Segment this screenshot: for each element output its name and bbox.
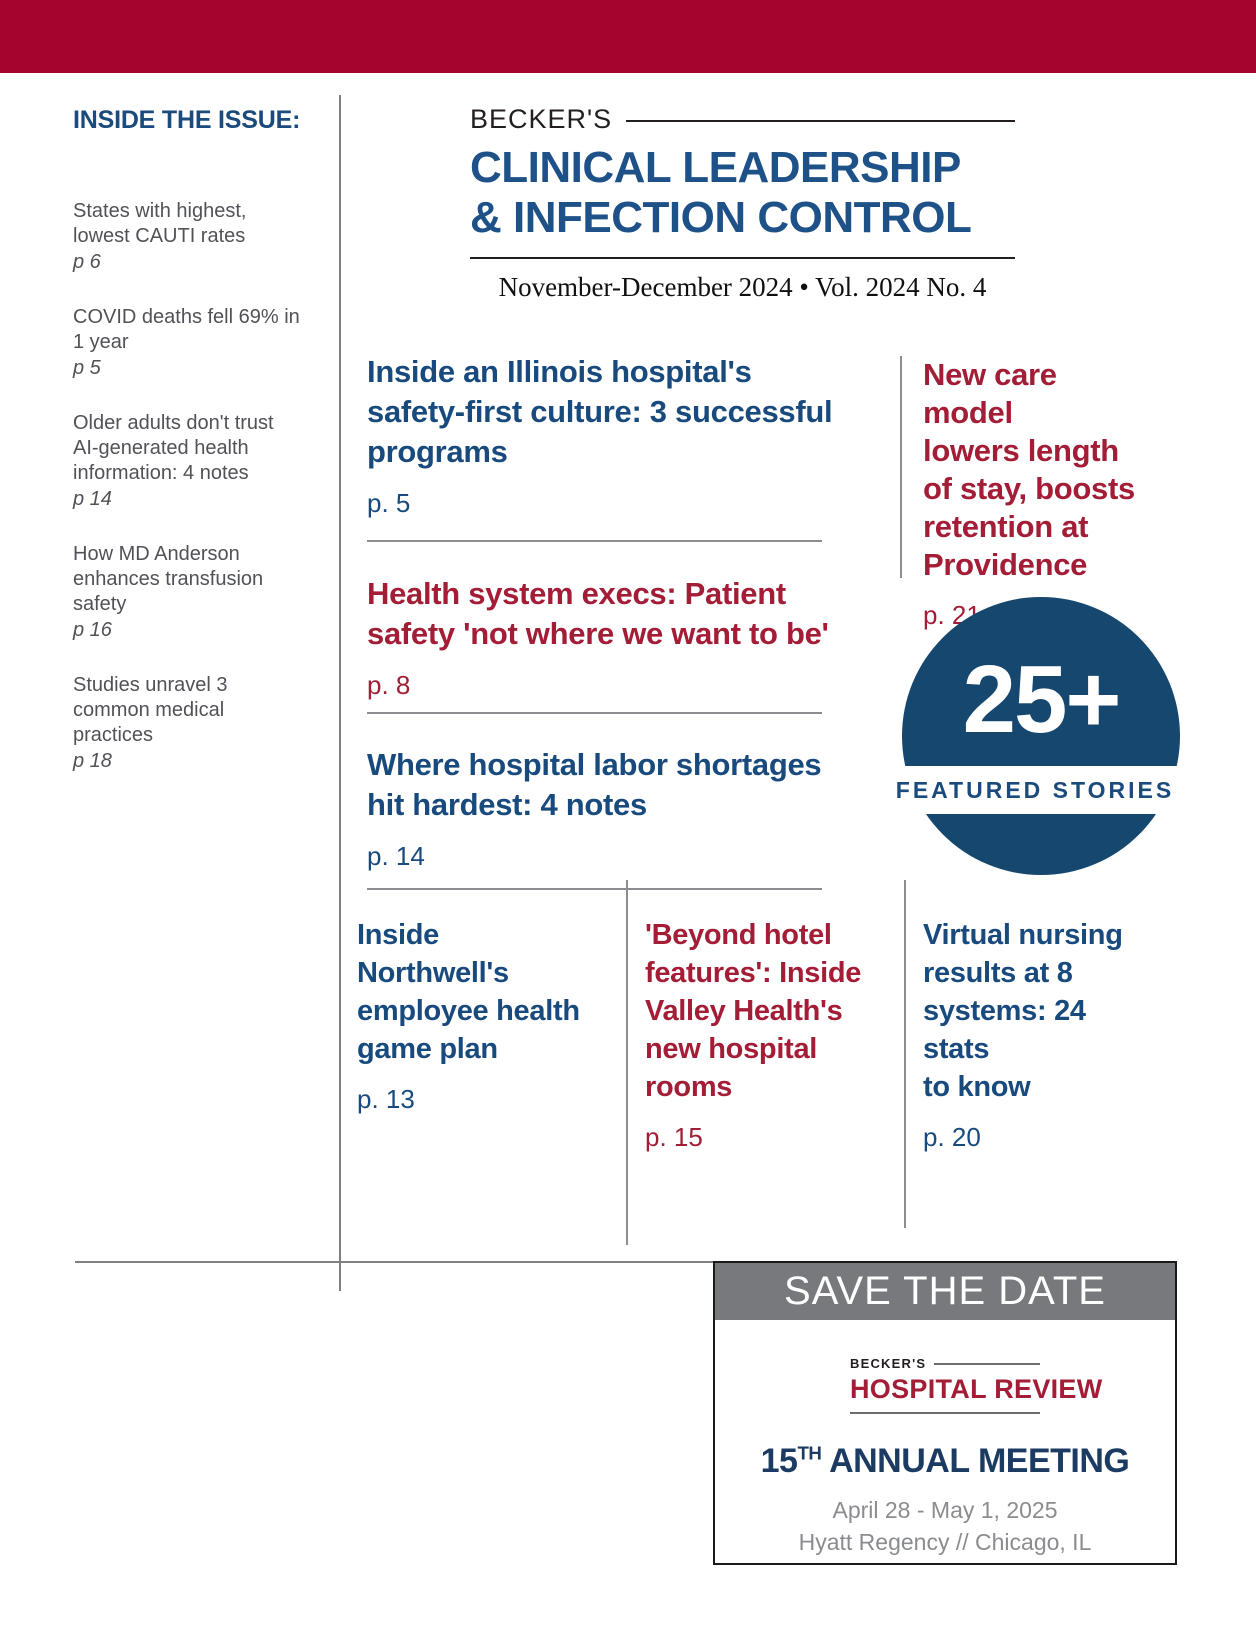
masthead-rule — [470, 257, 1015, 259]
story-headline: 'Beyond hotel features': Inside Valley H… — [645, 919, 862, 1103]
annual-meeting-title: 15TH ANNUAL MEETING — [715, 1442, 1175, 1481]
save-the-date-box: SAVE THE DATE BECKER'S HOSPITAL REVIEW 1… — [713, 1261, 1177, 1565]
save-the-date-title: SAVE THE DATE — [784, 1269, 1106, 1313]
featured-stories-label: FEATURED STORIES — [895, 776, 1175, 803]
sidebar-item-title: COVID deaths fell 69% in 1 year — [73, 306, 300, 353]
hospital-review-brand-main: HOSPITAL REVIEW — [850, 1374, 1103, 1404]
sidebar-item-page: p 16 — [73, 619, 112, 641]
masthead-title: CLINICAL LEADERSHIP & INFECTION CONTROL — [470, 143, 1015, 243]
sidebar-item: States with highest, lowest CAUTI rates … — [73, 199, 313, 275]
story-headline: Inside Northwell's employee health game … — [357, 919, 580, 1065]
meeting-ordinal-suffix: TH — [797, 1442, 822, 1464]
story-labor-shortages: Where hospital labor shortages hit harde… — [367, 745, 852, 872]
hospital-review-brand-top: BECKER'S — [850, 1356, 927, 1371]
masthead: BECKER'S CLINICAL LEADERSHIP & INFECTION… — [470, 104, 1015, 303]
story-separator — [367, 888, 822, 890]
sidebar-item-page: p 14 — [73, 488, 112, 510]
save-the-date-header-bar: SAVE THE DATE — [715, 1263, 1175, 1320]
story-page-ref: p. 14 — [367, 841, 425, 871]
inside-the-issue-sidebar: INSIDE THE ISSUE: States with highest, l… — [73, 106, 313, 774]
meeting-dates: April 28 - May 1, 2025 — [832, 1497, 1058, 1523]
sidebar-heading: INSIDE THE ISSUE: — [73, 106, 301, 134]
hospital-review-logo-rule-bottom — [850, 1412, 1040, 1414]
masthead-brand-row: BECKER'S — [470, 104, 1015, 135]
featured-stories-band: FEATURED STORIES — [880, 766, 1190, 814]
issue-date-line: November-December 2024 • Vol. 2024 No. 4 — [498, 272, 987, 302]
sidebar-item-title: Older adults don't trust AI-generated he… — [73, 412, 274, 484]
story-providence-care-model: New care model lowers length of stay, bo… — [923, 356, 1151, 631]
top-banner — [0, 0, 1256, 73]
masthead-title-line1: CLINICAL LEADERSHIP — [470, 143, 961, 192]
story-separator — [367, 540, 822, 542]
sidebar-item: COVID deaths fell 69% in 1 year p 5 — [73, 305, 313, 381]
bottom-row-divider — [904, 880, 906, 1228]
story-virtual-nursing-stats: Virtual nursing results at 8 systems: 24… — [923, 916, 1158, 1153]
sidebar-item: Studies unravel 3 common medical practic… — [73, 673, 313, 774]
story-page-ref: p. 5 — [367, 488, 411, 518]
sidebar-item: Older adults don't trust AI-generated he… — [73, 411, 313, 512]
sidebar-item-title: Studies unravel 3 common medical practic… — [73, 674, 228, 746]
sidebar-item-page: p 18 — [73, 750, 112, 772]
story-page-ref: p. 13 — [357, 1084, 415, 1114]
meeting-number: 15 — [760, 1442, 798, 1480]
story-headline: New care model lowers length of stay, bo… — [923, 357, 1135, 582]
story-headline: Virtual nursing results at 8 systems: 24… — [923, 919, 1123, 1103]
story-patient-safety-execs: Health system execs: Patient safety 'not… — [367, 574, 852, 701]
masthead-title-line2: & INFECTION CONTROL — [470, 193, 972, 242]
story-headline: Where hospital labor shortages hit harde… — [367, 747, 822, 822]
meeting-title-rest: ANNUAL MEETING — [821, 1442, 1130, 1480]
masthead-brand-rule — [626, 120, 1015, 122]
sidebar-item-page: p 6 — [73, 251, 101, 273]
hospital-review-logo-top-row: BECKER'S — [850, 1356, 1040, 1371]
sidebar-item-list: States with highest, lowest CAUTI rates … — [73, 199, 313, 774]
hospital-review-logo-rule-top — [934, 1363, 1040, 1365]
story-separator — [367, 712, 822, 714]
right-column-divider — [900, 356, 902, 578]
masthead-brand: BECKER'S — [470, 104, 613, 134]
sidebar-item-title: States with highest, lowest CAUTI rates — [73, 200, 247, 247]
story-headline: Inside an Illinois hospital's safety-fir… — [367, 354, 833, 469]
sidebar-item: How MD Anderson enhances transfusion saf… — [73, 542, 313, 643]
sidebar-item-page: p 5 — [73, 357, 101, 379]
story-illinois-safety-culture: Inside an Illinois hospital's safety-fir… — [367, 352, 852, 519]
featured-stories-badge: 25+ — [902, 597, 1180, 875]
story-page-ref: p. 15 — [645, 1122, 703, 1152]
story-headline: Health system execs: Patient safety 'not… — [367, 576, 829, 651]
meeting-venue: Hyatt Regency // Chicago, IL — [798, 1529, 1092, 1555]
footer-rule — [75, 1261, 713, 1263]
story-valley-health-rooms: 'Beyond hotel features': Inside Valley H… — [645, 916, 890, 1153]
sidebar-item-title: How MD Anderson enhances transfusion saf… — [73, 543, 264, 615]
story-northwell-employee-health: Inside Northwell's employee health game … — [357, 916, 602, 1115]
sidebar-divider — [339, 95, 341, 1291]
story-page-ref: p. 20 — [923, 1122, 981, 1152]
story-page-ref: p. 8 — [367, 670, 411, 700]
featured-stories-count: 25+ — [962, 646, 1122, 753]
bottom-row-divider — [626, 880, 628, 1245]
hospital-review-logo: BECKER'S HOSPITAL REVIEW — [850, 1356, 1103, 1414]
